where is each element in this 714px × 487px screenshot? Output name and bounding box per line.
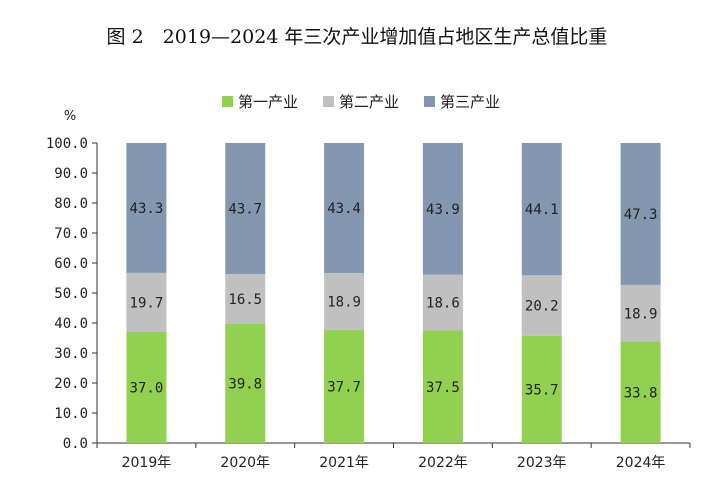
bar-segment [225, 143, 266, 275]
y-tick-label: 30.0 [54, 346, 88, 362]
bar-segment [225, 323, 266, 443]
plot-area: 0.0 10.0 20.0 30.0 40.0 50.0 60.0 70.0 80.0 90.0 1… [46, 136, 691, 471]
bar-segment [521, 143, 562, 276]
y-tick-label: 90.0 [54, 166, 88, 182]
legend-label: 第一产业 [238, 93, 298, 111]
y-tick-label: 10.0 [54, 406, 88, 422]
bar-segment [225, 274, 266, 324]
y-tick-label: 50.0 [54, 286, 88, 302]
x-tick-label: 2024年 [616, 455, 666, 471]
bar-segment [521, 275, 562, 336]
data-label: 37.5 [426, 380, 460, 396]
legend-swatch [323, 96, 334, 107]
bar-segment [422, 274, 463, 331]
y-tick-label: 60.0 [54, 256, 88, 272]
data-label: 18.9 [624, 306, 658, 322]
data-label: 43.7 [228, 202, 262, 218]
data-label: 18.6 [426, 296, 460, 312]
data-label: 44.1 [525, 202, 559, 218]
bar-segment [620, 143, 661, 285]
legend-label: 第二产业 [339, 93, 399, 111]
bar-segment [620, 341, 661, 443]
data-label: 37.7 [327, 379, 361, 395]
bar-segment [422, 143, 463, 275]
bar-segment [126, 272, 167, 332]
data-label: 35.7 [525, 382, 559, 398]
bar-segment [126, 332, 167, 443]
chart-title: 图 2 2019—2024 年三次产业增加值占地区生产总值比重 [107, 26, 608, 48]
x-tick-label: 2022年 [418, 455, 468, 471]
y-tick-label: 70.0 [54, 226, 88, 242]
y-tick-label: 40.0 [54, 316, 88, 332]
bar-segment [324, 143, 365, 274]
y-tick-label: 20.0 [54, 376, 88, 392]
y-tick-label: 0.0 [63, 436, 88, 452]
bar-segment [324, 273, 365, 330]
bar-segment [521, 335, 562, 443]
data-label: 39.8 [228, 376, 262, 392]
data-label: 43.9 [426, 202, 460, 218]
data-label: 47.3 [624, 207, 658, 223]
y-tick-label: 100.0 [46, 136, 88, 152]
data-label: 33.8 [624, 385, 658, 401]
x-tick-label: 2020年 [220, 455, 270, 471]
legend: 第一产业 第二产业 第三产业 [222, 93, 500, 111]
x-tick-label: 2019年 [122, 455, 172, 471]
bar-segment [126, 143, 167, 273]
legend-label: 第三产业 [440, 93, 500, 111]
y-axis-unit: % [64, 109, 76, 124]
data-label: 18.9 [327, 295, 361, 311]
legend-swatch [222, 96, 233, 107]
data-label: 37.0 [130, 381, 164, 397]
bar-segment [324, 329, 365, 443]
y-tick-label: 80.0 [54, 196, 88, 212]
bar-segment [422, 330, 463, 443]
data-label: 19.7 [130, 295, 164, 311]
x-tick-label: 2021年 [319, 455, 369, 471]
x-tick-label: 2023年 [517, 455, 567, 471]
data-label: 43.4 [327, 201, 361, 217]
legend-swatch [424, 96, 435, 107]
bar-segment [620, 284, 661, 342]
data-label: 43.3 [130, 201, 164, 217]
data-label: 16.5 [228, 292, 262, 308]
data-label: 20.2 [525, 299, 559, 315]
